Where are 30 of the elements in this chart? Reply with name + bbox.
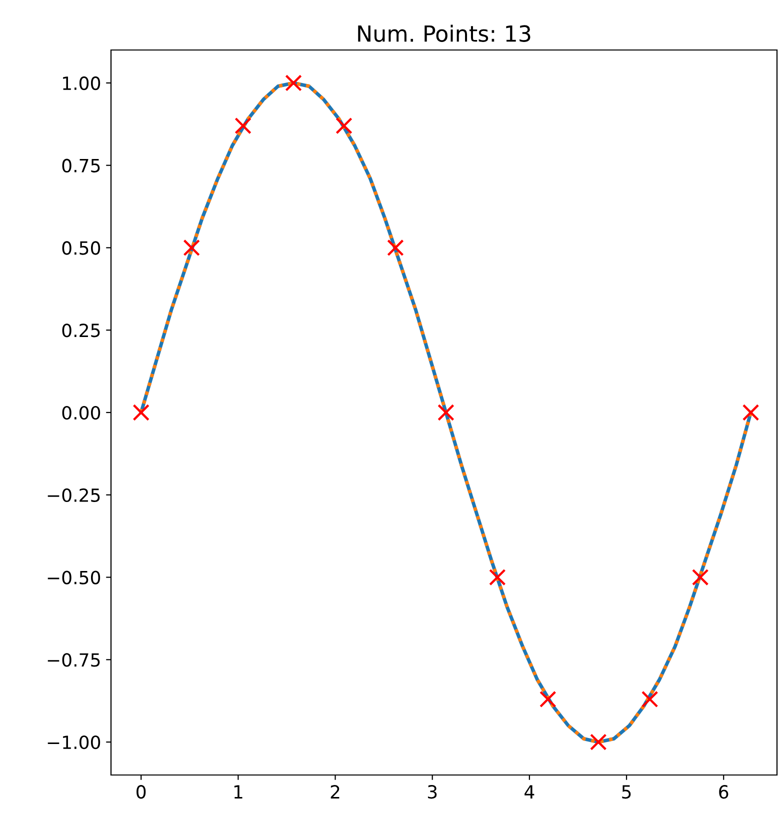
point [742,404,760,421]
point [285,74,302,92]
point [234,117,252,134]
y-tick-label: −0.25 [48,488,100,502]
point [336,117,352,134]
x-tick-label: 1 [234,785,242,798]
x-tick-label: 0 [136,785,146,799]
y-tick-label: −0.50 [48,570,100,584]
y-tick-label: 0.25 [62,324,100,338]
x-tick-label: 4 [524,785,534,798]
point [183,239,200,256]
y-tick-label: 0.50 [62,241,100,255]
chart-title: Num. Points: 13 [358,24,530,42]
y-tick-label: 1.00 [63,76,100,90]
x-tick-label: 3 [428,785,437,799]
point [489,568,506,586]
point [387,239,404,256]
y-tick-label: −0.75 [48,653,100,667]
point [590,734,607,750]
y-tick-label: 0.75 [62,158,100,172]
x-tick-label: 2 [330,785,340,798]
y-tick-label: 0.00 [62,406,100,420]
point [132,404,150,421]
point [539,690,556,708]
x-tick-label: 5 [622,785,631,799]
point [438,404,454,421]
point [692,568,709,586]
point [641,690,658,708]
y-tick-label: −1.00 [48,736,100,750]
x-tick-label: 6 [719,785,728,799]
